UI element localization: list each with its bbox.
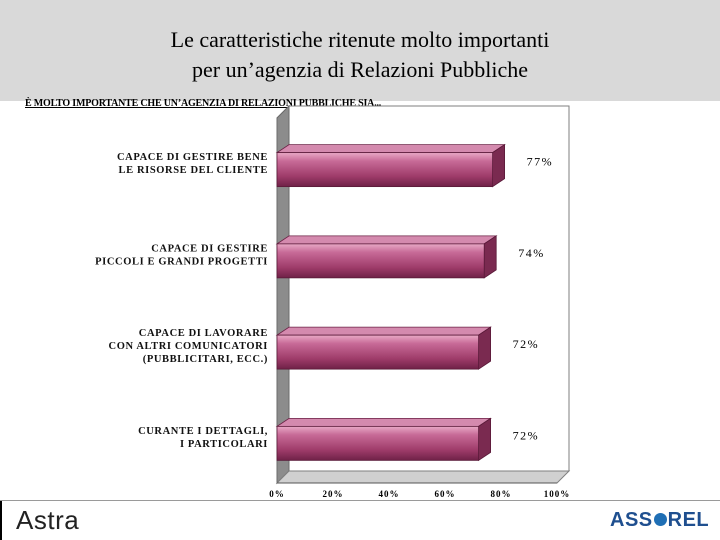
bar-value-label: 72% <box>513 337 540 351</box>
bar-top-face <box>275 417 492 427</box>
assorel-logo: ASS REL <box>610 509 709 532</box>
title-line-1: Le caratteristiche ritenute molto import… <box>170 27 550 52</box>
category-label: CAPACE DI LAVORARE <box>139 328 268 339</box>
category-label: (PUBBLICITARI, ECC.) <box>143 354 268 365</box>
assorel-logo-part-a: ASS <box>610 509 653 531</box>
bar-top-face <box>275 235 498 245</box>
title-band <box>0 0 720 101</box>
x-tick-label: 100% <box>544 489 571 499</box>
assorel-dot-icon <box>653 512 667 526</box>
bar-value-label: 74% <box>518 246 545 260</box>
title-line-2: per un’agenzia di Relazioni Pubbliche <box>192 57 528 82</box>
page-title: Le caratteristiche ritenute molto import… <box>0 25 720 85</box>
footer-divider <box>0 500 720 501</box>
astra-logo: Astra <box>16 505 80 535</box>
bar-top-face <box>275 144 506 154</box>
category-label: CON ALTRI COMUNICATORI <box>109 341 268 352</box>
category-label: PICCOLI E GRANDI PROGETTI <box>95 256 268 267</box>
footer-left-edge <box>0 501 2 540</box>
bar-value-label: 77% <box>527 155 554 169</box>
category-label: CAPACE DI GESTIRE <box>151 243 268 254</box>
category-label: I PARTICOLARI <box>180 439 268 450</box>
chart-floor <box>275 470 571 484</box>
bar-value-label: 72% <box>513 428 540 442</box>
bar <box>276 425 480 461</box>
x-tick-label: 60% <box>435 489 456 499</box>
x-tick-label: 20% <box>323 489 344 499</box>
category-label: LE RISORSE DEL CLIENTE <box>119 165 268 176</box>
bar <box>276 243 485 279</box>
x-tick-label: 80% <box>491 489 512 499</box>
x-tick-label: 0% <box>269 489 285 499</box>
x-tick-label: 40% <box>379 489 400 499</box>
chart-subtitle: È MOLTO IMPORTANTE CHE UN’AGENZIA DI REL… <box>25 98 382 109</box>
bar <box>276 152 494 188</box>
bar-top-face <box>275 326 492 336</box>
bar-chart: 0% 20% 40% 60% 80% 100% 77% CAPACE DI GESTIRE B… <box>95 104 571 499</box>
assorel-logo-part-b: REL <box>667 509 710 531</box>
category-label: CAPACE DI GESTIRE BENE <box>117 152 268 163</box>
bar <box>276 334 480 370</box>
category-label: CURANTE I DETTAGLI, <box>138 426 268 437</box>
